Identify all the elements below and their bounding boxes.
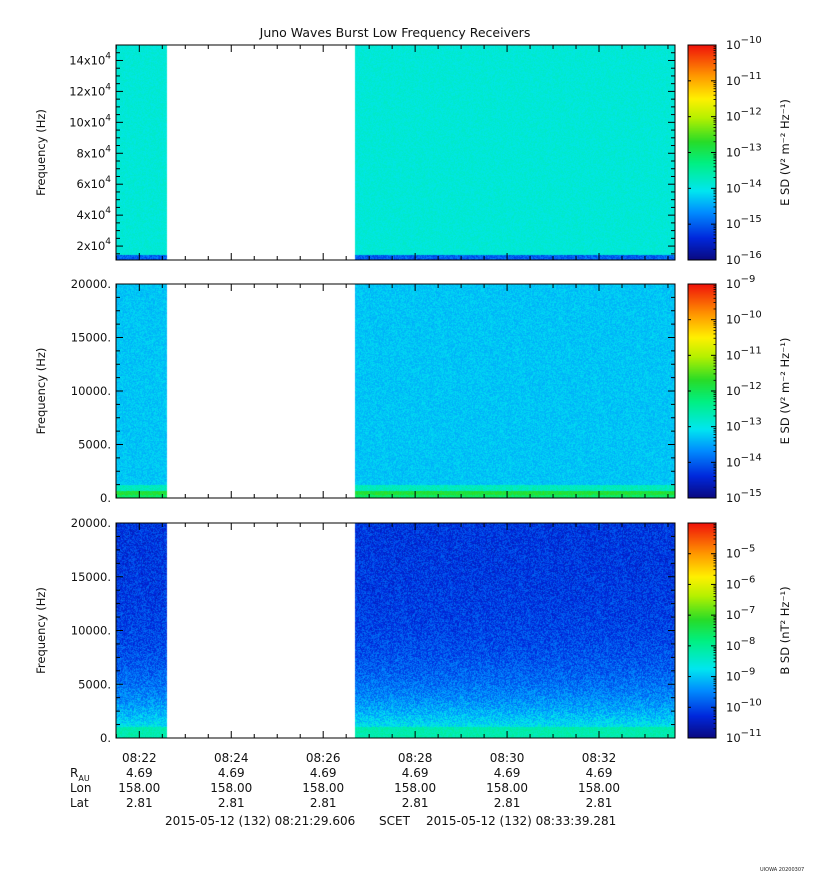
footer-end-time: 2015-05-12 (132) 08:33:39.281 — [426, 814, 616, 828]
colorbar-tick-label: 10−10 — [726, 35, 762, 52]
ephemeris-value: 4.69 — [494, 766, 521, 780]
ephemeris-row-label: Lon — [70, 781, 91, 795]
y-tick-label: 10000. — [71, 384, 111, 398]
footer-start-time: 2015-05-12 (132) 08:21:29.606 — [165, 814, 355, 828]
ephemeris-value: 2.81 — [218, 796, 245, 810]
colorbar-tick-label: 10−9 — [726, 274, 755, 291]
y-tick-label: 14x104 — [69, 51, 111, 67]
ephemeris-value: 2.81 — [126, 796, 153, 810]
ephemeris-row-label: RAU — [70, 766, 90, 783]
chart-title: Juno Waves Burst Low Frequency Receivers — [259, 25, 531, 40]
footer-time-frame: SCET — [379, 814, 411, 828]
y-tick-label: 0. — [100, 731, 111, 745]
ephemeris-value: 4.69 — [126, 766, 153, 780]
time-tick-label: 08:32 — [582, 751, 617, 765]
time-tick-label: 08:30 — [490, 751, 525, 765]
y-axis-label: Frequency (Hz) — [34, 109, 48, 196]
plot-frame — [115, 44, 676, 261]
y-tick-label: 20000. — [71, 516, 111, 530]
ephemeris-value: 158.00 — [394, 781, 436, 795]
colorbar-label: E SD (V² m⁻² Hz⁻¹) — [778, 99, 792, 206]
colorbar-tick-label: 10−9 — [726, 667, 755, 684]
colorbar-tick-label: 10−14 — [726, 178, 762, 195]
y-tick-label: 15000. — [71, 331, 111, 345]
colorbar-tick-label: 10−15 — [726, 214, 762, 231]
y-tick-label: 6x104 — [77, 175, 112, 191]
time-tick-label: 08:28 — [398, 751, 433, 765]
ephemeris-row-label: Lat — [70, 796, 89, 810]
spectrogram-image — [116, 523, 675, 738]
y-tick-label: 12x104 — [69, 82, 111, 98]
ephemeris-value: 2.81 — [310, 796, 337, 810]
spectrogram-image — [116, 45, 675, 260]
panels: 2x104 4x104 6x104 8x104 10x104 12x104 14x104 Fr… — [34, 35, 792, 745]
ephemeris-footer: 2015-05-12 (132) 08:21:29.606 SCET 2015-… — [70, 751, 620, 828]
colorbar-tick-label: 10−11 — [726, 728, 762, 745]
y-axis-label: Frequency (Hz) — [34, 587, 48, 674]
y-tick-label: 20000. — [71, 277, 111, 291]
ephemeris-value: 2.81 — [586, 796, 613, 810]
ephemeris-value: 4.69 — [218, 766, 245, 780]
colorbar-label: B SD (nT² Hz⁻¹) — [778, 586, 792, 674]
ephemeris-value: 158.00 — [302, 781, 344, 795]
y-tick-label: 0. — [100, 491, 111, 505]
spectrogram-image — [116, 284, 675, 498]
colorbar-tick-label: 10−10 — [726, 697, 762, 714]
y-axis-label: Frequency (Hz) — [34, 348, 48, 435]
colorbar-tick-label: 10−14 — [726, 452, 762, 469]
ephemeris-value: 2.81 — [402, 796, 429, 810]
y-tick-label: 5000. — [78, 438, 111, 452]
colorbar-tick-label: 10−7 — [726, 605, 755, 622]
ephemeris-value: 4.69 — [402, 766, 429, 780]
colorbar-tick-label: 10−13 — [726, 417, 762, 434]
colorbar-tick-label: 10−6 — [726, 574, 755, 591]
y-tick-label: 10x104 — [69, 113, 111, 129]
y-tick-label: 5000. — [78, 677, 111, 691]
colorbar-tick-label: 10−16 — [726, 250, 762, 267]
ephemeris-value: 158.00 — [486, 781, 528, 795]
colorbar-tick-label: 10−8 — [726, 636, 755, 653]
colorbar-tick-label: 10−11 — [726, 71, 762, 88]
ephemeris-value: 158.00 — [118, 781, 160, 795]
time-tick-label: 08:24 — [214, 751, 249, 765]
colorbar-frame — [687, 522, 717, 739]
y-tick-label: 4x104 — [77, 206, 112, 222]
panel-3: 0. 5000. 10000. 15000. 20000. Frequency (Hz) 1… — [34, 516, 792, 745]
time-tick-label: 08:26 — [306, 751, 341, 765]
colorbar-tick-label: 10−15 — [726, 488, 762, 505]
version-stamp: UIOWA 20200307 — [760, 867, 804, 873]
y-tick-label: 15000. — [71, 570, 111, 584]
colorbar-tick-label: 10−5 — [726, 544, 755, 561]
colorbar-tick-label: 10−10 — [726, 310, 762, 327]
ephemeris-value: 4.69 — [586, 766, 613, 780]
colorbar-tick-label: 10−12 — [726, 107, 762, 124]
y-tick-label: 8x104 — [77, 144, 112, 160]
y-tick-label: 10000. — [71, 624, 111, 638]
ephemeris-value: 158.00 — [210, 781, 252, 795]
panel-1: 2x104 4x104 6x104 8x104 10x104 12x104 14x104 Fr… — [34, 35, 792, 267]
ephemeris-value: 4.69 — [310, 766, 337, 780]
ephemeris-value: 2.81 — [494, 796, 521, 810]
y-tick-label: 2x104 — [77, 237, 112, 253]
panel-2: 0. 5000. 10000. 15000. 20000. Frequency (Hz) 1… — [34, 274, 792, 505]
colorbar-label: E SD (V² m⁻² Hz⁻¹) — [778, 338, 792, 445]
colorbar-tick-label: 10−12 — [726, 381, 762, 398]
time-tick-label: 08:22 — [122, 751, 157, 765]
colorbar — [688, 523, 716, 738]
colorbar-tick-label: 10−13 — [726, 143, 762, 160]
ephemeris-value: 158.00 — [578, 781, 620, 795]
colorbar-tick-label: 10−11 — [726, 345, 762, 362]
